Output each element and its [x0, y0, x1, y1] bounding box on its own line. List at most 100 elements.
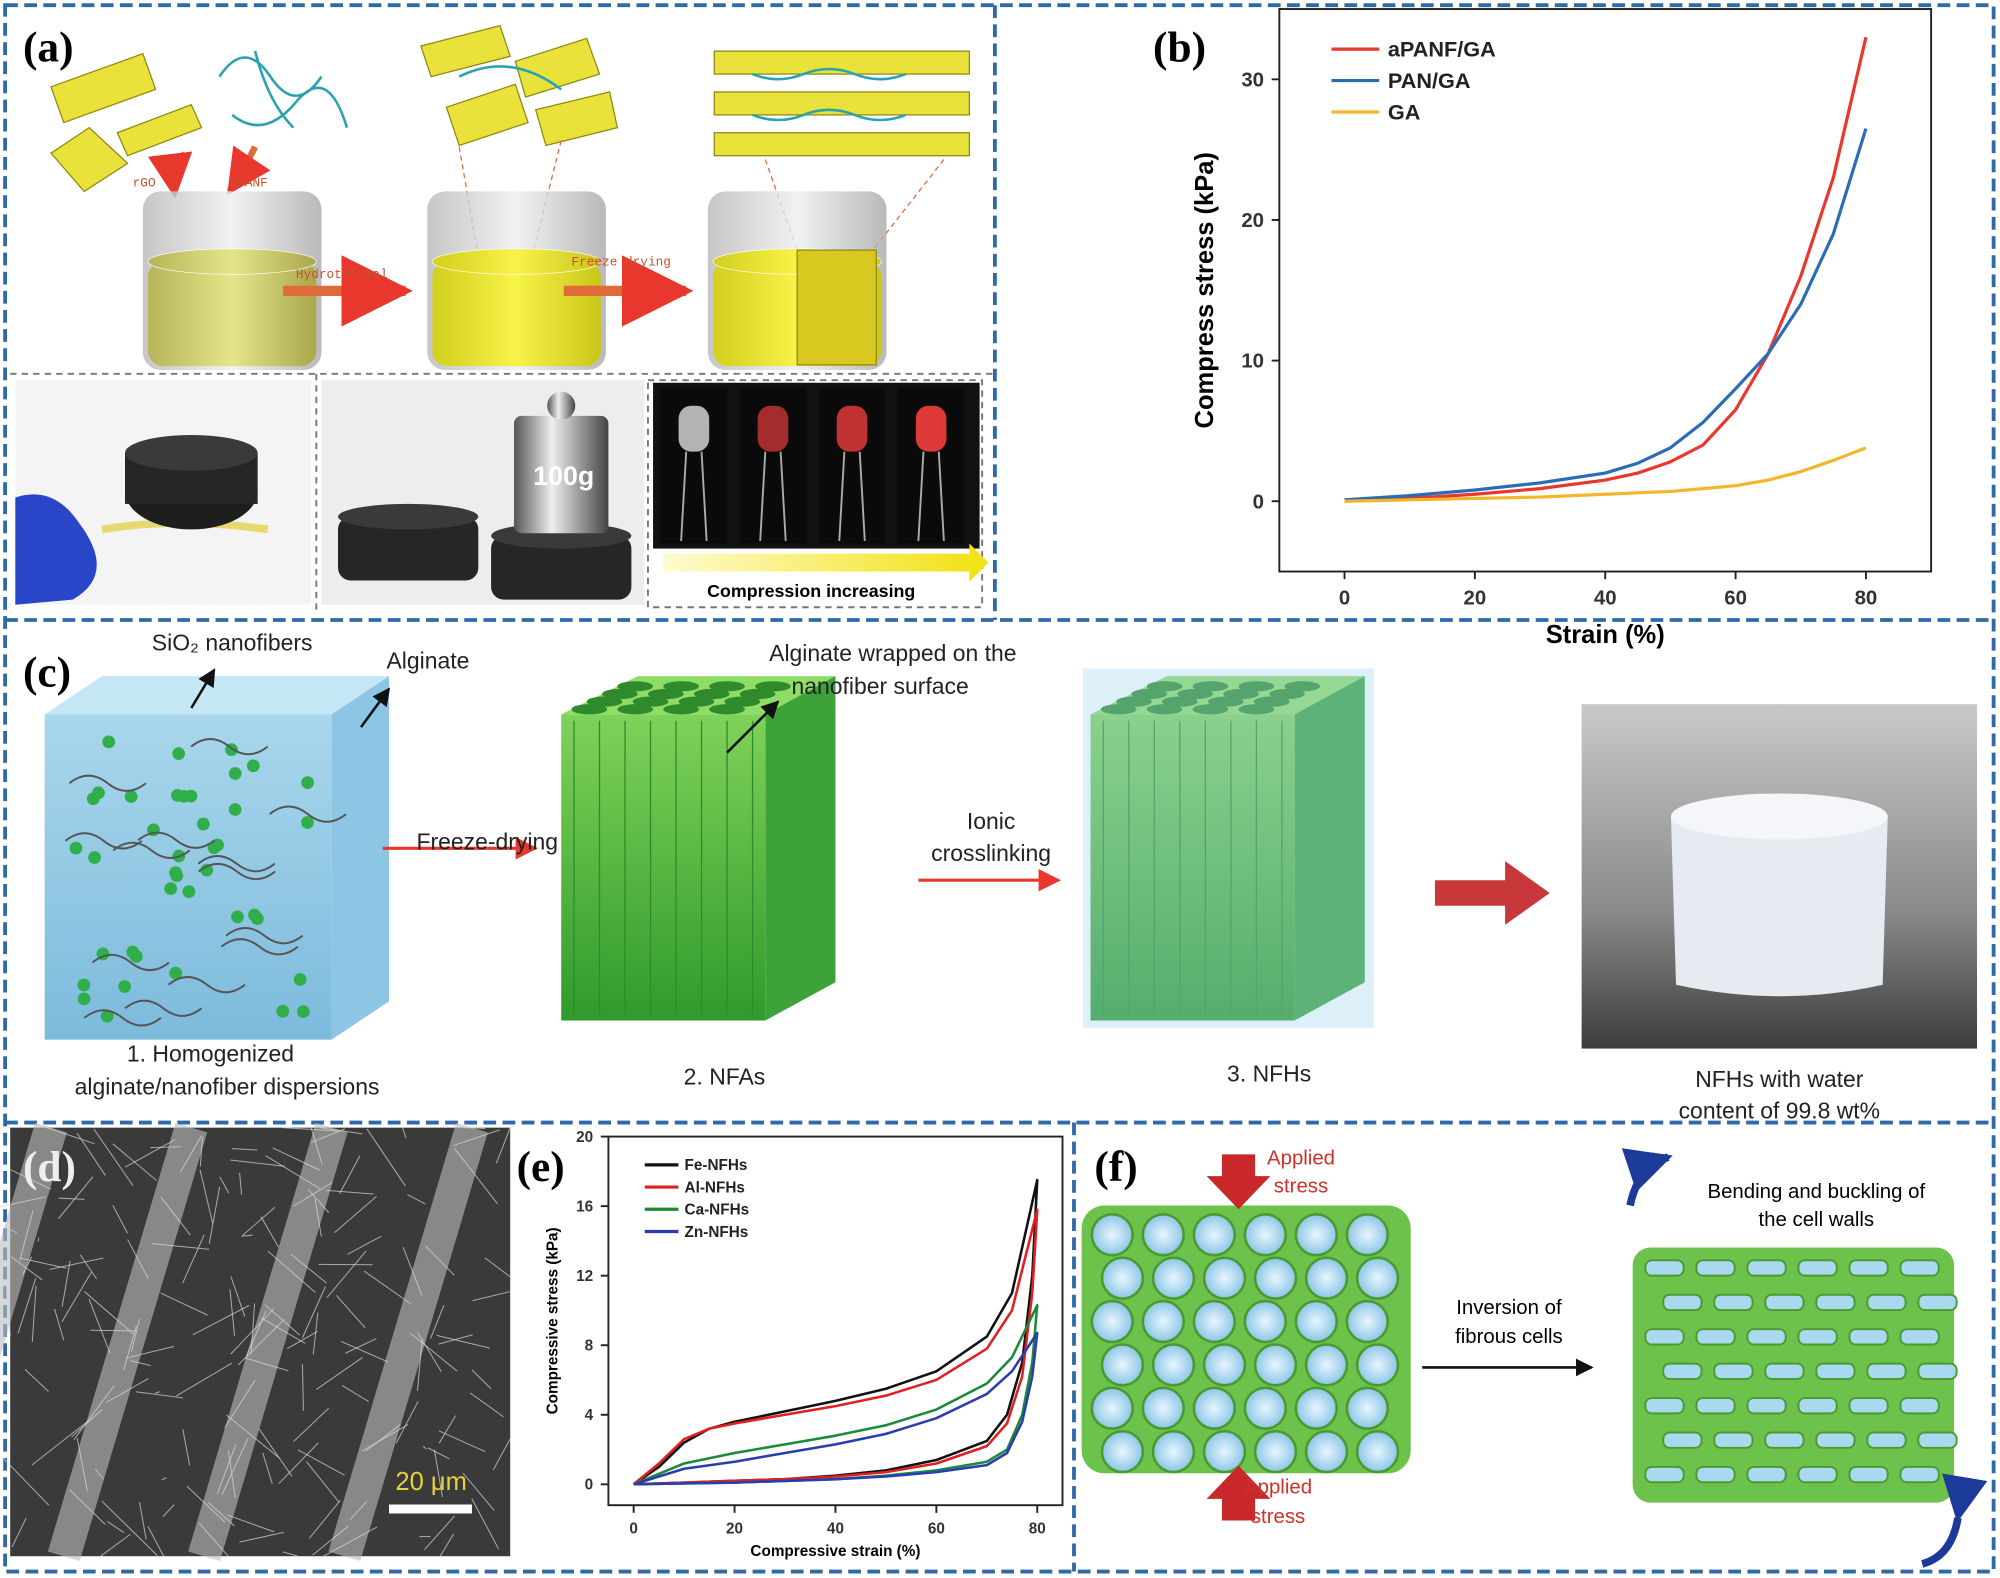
- crushed-cell: [1797, 1259, 1838, 1277]
- nanofiber: [91, 953, 170, 972]
- panel-c-schematic: [44, 668, 1978, 1049]
- sem-fiber: [100, 1533, 131, 1557]
- honeycomb-cell: [1284, 681, 1321, 692]
- y-axis-label: Compressive stress (kPa): [544, 1227, 561, 1414]
- crushed-cell: [1644, 1259, 1685, 1277]
- crushed-cell: [1848, 1397, 1889, 1415]
- beaker-surface: [147, 248, 317, 275]
- stress-label: Applied: [1267, 1148, 1335, 1170]
- sem-fiber: [345, 1338, 377, 1354]
- sem-fiber: [182, 1234, 205, 1284]
- sem-ridge: [47, 1122, 208, 1561]
- alginate-sphere: [177, 790, 191, 803]
- honeycomb-cell: [1100, 704, 1137, 715]
- alginate-sphere: [77, 978, 91, 992]
- sem-fiber: [326, 1250, 367, 1298]
- series-line: [1344, 36, 1868, 503]
- sem-fiber: [131, 1318, 141, 1352]
- honeycomb-cell: [678, 696, 715, 707]
- sem-fiber: [94, 1468, 104, 1480]
- cell: [1151, 1429, 1196, 1474]
- cell: [1192, 1213, 1236, 1257]
- sem-fiber: [293, 1407, 330, 1442]
- sem-fiber: [308, 1500, 341, 1539]
- honeycomb-cell: [1192, 681, 1229, 692]
- wrap-label: nanofiber surface: [791, 673, 968, 699]
- sem-fiber: [124, 1138, 176, 1168]
- stage-label: 3. NFHs: [1227, 1061, 1311, 1087]
- sem-fiber: [150, 1146, 181, 1149]
- sem-fiber: [199, 1169, 214, 1224]
- series-line: [633, 1331, 1039, 1486]
- sem-fiber: [287, 1331, 318, 1350]
- sem-fiber: [160, 1292, 208, 1316]
- sem-fiber: [438, 1430, 486, 1453]
- sem-fiber: [312, 1312, 319, 1355]
- cell: [1253, 1429, 1298, 1474]
- honeycomb-cell: [724, 696, 761, 707]
- panel-a-photos: [15, 380, 989, 605]
- cell: [1304, 1256, 1349, 1300]
- y-tick-label: 16: [576, 1198, 593, 1215]
- sem-fiber: [293, 1181, 333, 1207]
- sem-fiber: [402, 1127, 407, 1139]
- beaker-surface: [432, 248, 602, 275]
- stress-label: stress: [1251, 1506, 1305, 1528]
- sem-fiber: [58, 1176, 94, 1219]
- sem-fiber: [101, 1500, 158, 1556]
- honeycomb-cell: [1161, 696, 1198, 707]
- cell: [1355, 1256, 1400, 1300]
- alginate-sphere: [88, 851, 101, 864]
- alginate-sphere: [69, 841, 83, 855]
- x-tick-label: 20: [726, 1520, 743, 1537]
- alginate-sphere: [301, 776, 314, 790]
- x-tick-label: 20: [1464, 588, 1487, 610]
- sem-fiber: [306, 1461, 340, 1503]
- alginate-sphere: [118, 980, 132, 993]
- x-tick-label: 80: [1029, 1520, 1046, 1537]
- plot-frame: [1278, 8, 1933, 573]
- series-line: [632, 1208, 1039, 1486]
- sem-fiber: [125, 1345, 175, 1359]
- sem-fiber: [73, 1385, 115, 1441]
- crushed-cell: [1695, 1397, 1736, 1415]
- legend-label: GA: [1388, 100, 1421, 125]
- cell: [1090, 1299, 1134, 1344]
- sem-fiber: [199, 1136, 204, 1167]
- sem-fiber: [453, 1147, 498, 1205]
- cell: [1345, 1299, 1390, 1344]
- legend-label: Ca-NFHs: [685, 1202, 750, 1219]
- x-tick-label: 40: [1594, 588, 1617, 610]
- nanofiber: [68, 774, 147, 792]
- crushed-cell: [1695, 1259, 1736, 1277]
- alginate-sphere: [169, 966, 183, 980]
- sem-fiber: [61, 1271, 92, 1323]
- cube-side: [765, 676, 836, 1021]
- honeycomb-cell: [1253, 696, 1290, 707]
- sem-fiber: [61, 1260, 71, 1307]
- alginate-sphere: [124, 790, 138, 803]
- sem-fiber: [407, 1194, 426, 1205]
- alginate-sphere: [169, 866, 182, 879]
- sem-fiber: [424, 1515, 455, 1550]
- sem-fiber: [484, 1257, 511, 1278]
- alginate-sphere: [246, 759, 260, 773]
- cell: [1141, 1213, 1185, 1257]
- panel-a-schematic: [50, 24, 971, 370]
- x-tick-label: 60: [928, 1520, 945, 1537]
- fiber-label: SiO₂ nanofibers: [152, 630, 313, 656]
- step-label: Hydrothermal: [296, 267, 388, 282]
- led: [757, 405, 789, 452]
- led-leg: [937, 451, 945, 541]
- cell: [1355, 1429, 1400, 1474]
- sem-fiber: [470, 1392, 504, 1418]
- sem-ridge: [0, 1122, 67, 1358]
- y-tick-label: 0: [585, 1477, 594, 1494]
- sem-fiber: [139, 1502, 147, 1540]
- sem-fiber: [160, 1196, 191, 1236]
- stress-label: stress: [1274, 1176, 1328, 1198]
- result-label: Bending and buckling of: [1707, 1181, 1925, 1203]
- sem-fiber: [282, 1551, 299, 1557]
- stage-label: 2. NFAs: [684, 1063, 766, 1089]
